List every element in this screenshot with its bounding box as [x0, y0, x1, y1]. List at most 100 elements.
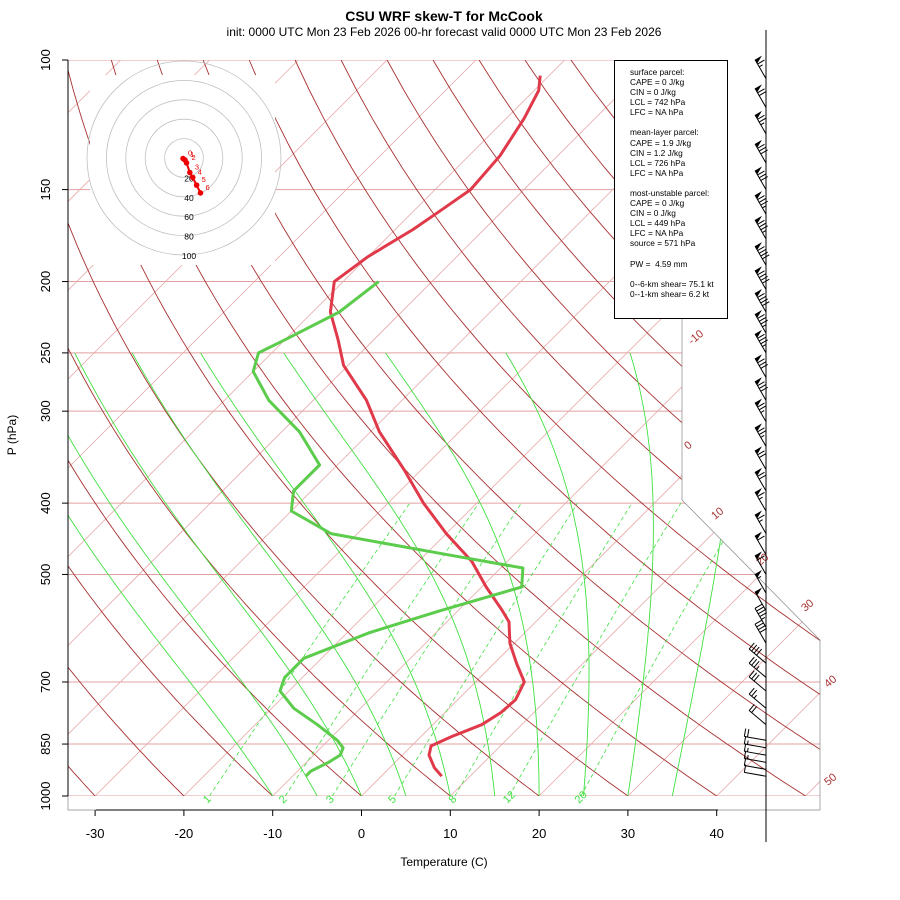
moist-adiabat [627, 352, 654, 796]
barb-flag [753, 674, 760, 682]
hodograph-ring [86, 60, 282, 256]
hodograph-point-label: 0 [188, 149, 192, 158]
mixing-ratio-label: 1 [201, 793, 214, 806]
info-line: mean-layer parcel: [630, 127, 699, 138]
isotherm-line [68, 60, 654, 796]
barb-half-flag [756, 666, 760, 670]
barb-flag [748, 687, 755, 695]
dry-adiabat [754, 60, 820, 796]
barb-pennant [755, 191, 762, 200]
mixing-ratio-line [580, 502, 746, 796]
dry-adiabat-label: 30 [799, 597, 816, 614]
barb-flag [743, 743, 747, 752]
barb-flag [746, 729, 750, 738]
mixing-ratio-label: 5 [386, 793, 399, 806]
wind-barb [754, 423, 767, 447]
x-tick-label: 20 [532, 826, 546, 841]
barb-flag [757, 314, 765, 319]
info-line: 0--1-km shear= 6.2 kt [630, 288, 710, 299]
wind-barb [754, 551, 767, 575]
barb-shaft [754, 471, 767, 492]
barb-flag [760, 339, 768, 345]
barb-shaft [754, 194, 767, 215]
hodograph-ring-label: 40 [184, 193, 194, 203]
y-tick-label: 400 [38, 492, 53, 514]
barb-half-flag [746, 755, 749, 760]
barb-shaft [754, 402, 767, 422]
hodograph-ring-label: 100 [182, 251, 196, 261]
dewpoint-profile-line [251, 280, 525, 778]
barb-flag [748, 642, 755, 650]
barb-flag [743, 736, 747, 745]
hodograph-point [193, 182, 200, 188]
barb-flag [758, 474, 767, 480]
chart-title: CSU WRF skew-T for McCook [345, 8, 543, 24]
hodograph-point [187, 169, 193, 176]
dry-adiabat [68, 60, 381, 796]
info-line: LFC = NA hPa [630, 228, 684, 239]
barb-flag [758, 295, 767, 301]
barb-pennant [755, 110, 762, 119]
barb-pennant [755, 242, 762, 250]
hodograph-ring-label: 80 [184, 232, 194, 242]
dry-adiabat-label: 40 [822, 673, 839, 690]
barb-shaft [754, 219, 767, 240]
dry-adiabat [708, 60, 820, 796]
barb-pennant [755, 266, 762, 275]
barb-flag [758, 146, 767, 152]
shear-block: 0--6-km shear= 75.1 kt 0--1-km shear= 6.… [630, 279, 723, 299]
isotherm-line [68, 60, 210, 796]
barb-pennant [755, 446, 762, 455]
dry-adiabat [294, 60, 820, 796]
barb-pennant [755, 487, 762, 496]
wind-barb [754, 84, 767, 108]
barb-shaft [754, 313, 767, 334]
barb-pennant [755, 55, 762, 64]
barb-flag [757, 59, 765, 65]
y-tick-label: 150 [38, 179, 53, 201]
barb-shaft [754, 114, 767, 135]
barb-flag [753, 660, 760, 668]
wind-barbs [743, 30, 770, 842]
y-axis-label: P (hPa) [5, 414, 20, 456]
wind-barb [754, 531, 767, 555]
info-line: LFC = NA hPa [630, 107, 684, 118]
y-tick-label: 850 [38, 733, 53, 755]
barb-shaft [754, 333, 767, 354]
info-line: CAPE = 0 J/kg [630, 198, 685, 209]
info-line: CAPE = 1.9 J/kg [630, 137, 692, 148]
barb-half-flag [746, 747, 749, 752]
barb-flag [760, 298, 768, 304]
barb-shaft [754, 381, 767, 401]
barb-flag [757, 333, 765, 339]
barb-shaft [754, 245, 767, 266]
dry-adiabat [202, 60, 820, 796]
hodograph-point-label: 1 [190, 150, 194, 159]
info-line: CAPE = 0 J/kg [630, 77, 685, 88]
barb-flag [757, 381, 765, 387]
barb-flag [760, 386, 768, 392]
barb-pennant [755, 377, 762, 386]
dry-adiabat-label: 50 [822, 771, 839, 788]
moist-adiabat [200, 352, 451, 796]
barb-flag [758, 197, 767, 203]
wind-barb [754, 139, 768, 164]
wind-barb [754, 166, 768, 190]
x-tick-label: 0 [358, 826, 365, 841]
wind-barb [754, 242, 770, 266]
y-tick-label: 500 [38, 564, 53, 586]
barb-pennant [755, 398, 762, 407]
barb-half-flag [762, 230, 767, 234]
barb-flag [757, 88, 765, 94]
barb-half-flag [760, 434, 765, 438]
info-line: most-unstable parcel: [630, 187, 710, 198]
barb-flag [757, 450, 765, 456]
info-line: surface parcel: [630, 67, 685, 77]
dry-adiabat [432, 60, 820, 796]
barb-shaft [754, 358, 767, 378]
isotherm-line [183, 60, 820, 796]
barb-flag [758, 384, 767, 389]
info-line: PW = 4.59 mm [630, 258, 688, 269]
most-unstable-parcel-block: most-unstable parcel: CAPE = 0 J/kg CIN … [630, 188, 723, 249]
barb-half-flag [758, 496, 763, 500]
